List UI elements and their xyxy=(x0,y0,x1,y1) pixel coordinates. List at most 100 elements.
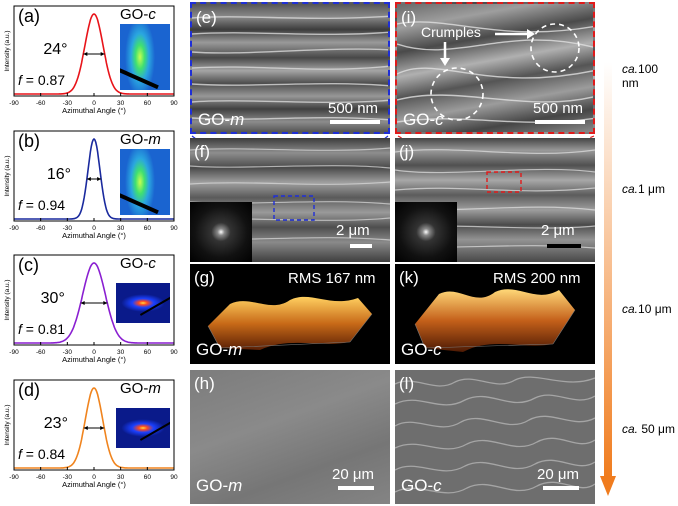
orientation-factor: f = 0.87 xyxy=(18,72,66,88)
sample-label-e: GO-m xyxy=(198,110,245,129)
x-tick-label: -60 xyxy=(36,349,46,356)
x-tick-label: 60 xyxy=(144,474,152,481)
x-tick-label: -30 xyxy=(63,474,73,481)
fwhm-arrowhead xyxy=(83,52,88,56)
scale-arrow xyxy=(600,62,616,496)
panel-label-e: (e) xyxy=(196,8,217,27)
x-tick-label: 90 xyxy=(170,474,178,481)
sample-label: GO-c xyxy=(120,6,156,23)
crumple-circle-1 xyxy=(430,67,484,121)
fwhm-angle: 16° xyxy=(46,166,72,183)
rms-k: RMS 200 nm xyxy=(493,270,581,287)
fwhm-arrowhead xyxy=(103,301,108,305)
rms-g: RMS 167 nm xyxy=(288,270,376,287)
fwhm-angle: 30° xyxy=(40,290,65,307)
x-tick-label: -90 xyxy=(9,225,19,232)
fft-inset-j xyxy=(395,202,457,262)
x-tick-label: 0 xyxy=(92,474,96,481)
fft-inset-f xyxy=(190,202,252,262)
xrd-pattern-inset xyxy=(120,24,170,90)
fwhm-arrowhead xyxy=(80,301,85,305)
xrd-pattern-inset xyxy=(116,283,170,323)
x-tick-label: 0 xyxy=(92,225,96,232)
scale-level-4: ca. 50 μm xyxy=(622,422,675,436)
orientation-factor: f = 0.84 xyxy=(18,446,66,462)
panel-label: (c) xyxy=(18,255,39,275)
crumples-annotation: Crumples xyxy=(421,24,481,40)
panel-label-j: (j) xyxy=(399,142,415,161)
x-axis-label: Azimuthal Angle (°) xyxy=(62,355,126,364)
x-tick-label: -60 xyxy=(36,474,46,481)
x-tick-label: -60 xyxy=(36,100,46,107)
x-tick-label: 60 xyxy=(144,225,152,232)
y-axis-label: Intensity (a.u.) xyxy=(4,404,11,445)
fwhm-angle: 23° xyxy=(43,415,68,432)
afm-image-g: (g) RMS 167 nm GO-m xyxy=(190,264,390,364)
x-tick-label: -60 xyxy=(36,225,46,232)
sample-label: GO-m xyxy=(120,131,161,148)
scale-text-h: 20 μm xyxy=(332,466,374,483)
x-tick-label: -90 xyxy=(9,474,19,481)
xrd-pattern-inset xyxy=(116,408,170,448)
scale-level-2: ca.1 μm xyxy=(622,182,665,196)
sem-texture-e xyxy=(192,15,388,121)
scale-level-3: ca.10 μm xyxy=(622,302,672,316)
x-tick-label: 0 xyxy=(92,349,96,356)
scale-text-i: 500 nm xyxy=(533,100,584,117)
crumple-circle-2 xyxy=(530,23,580,73)
sample-label-g: GO-m xyxy=(196,340,243,359)
x-tick-label: 60 xyxy=(144,100,152,107)
orientation-factor: f = 0.81 xyxy=(18,321,66,337)
sem-image-e: (e) GO-m 500 nm xyxy=(190,2,390,134)
scale-bar-e xyxy=(330,120,380,124)
x-tick-label: 60 xyxy=(144,349,152,356)
afm-surface-k xyxy=(414,289,576,352)
sample-label: GO-c xyxy=(120,255,156,272)
sample-label: GO-m xyxy=(120,380,161,397)
scale-bar-l xyxy=(543,486,579,490)
x-tick-label: -30 xyxy=(63,100,73,107)
fwhm-angle: 24° xyxy=(43,41,68,58)
zoom-box-f xyxy=(273,195,315,221)
scale-text-f: 2 μm xyxy=(336,222,370,239)
x-tick-label: -90 xyxy=(9,349,19,356)
sample-label-i: GO-c xyxy=(403,110,444,129)
afm-surface-g xyxy=(207,296,373,350)
x-tick-label: -30 xyxy=(63,225,73,232)
sem-image-h: (h) GO-m 20 μm xyxy=(190,370,390,504)
panel-label: (d) xyxy=(18,380,40,400)
panel-label-k: (k) xyxy=(399,268,419,287)
x-tick-label: 30 xyxy=(117,474,125,481)
x-tick-label: 30 xyxy=(117,349,125,356)
sample-label-k: GO-c xyxy=(401,340,442,359)
scale-bar-i xyxy=(535,120,585,124)
orientation-factor: f = 0.94 xyxy=(18,197,66,213)
scale-bar-j xyxy=(547,244,581,248)
panel-label-g: (g) xyxy=(194,268,215,287)
scale-text-l: 20 μm xyxy=(537,466,579,483)
y-axis-label: Intensity (a.u.) xyxy=(4,279,11,320)
scale-bar-h xyxy=(338,486,374,490)
scale-text-j: 2 μm xyxy=(541,222,575,239)
x-tick-label: 90 xyxy=(170,225,178,232)
sample-label-h: GO-m xyxy=(196,476,243,495)
x-axis-label: Azimuthal Angle (°) xyxy=(62,106,126,115)
azimuthal-plot-a: -90 -60 -30 0 30 60 90 Azimuthal Angle (°) Inten… xyxy=(0,2,182,122)
xrd-pattern-inset xyxy=(120,149,170,215)
x-tick-label: 0 xyxy=(92,100,96,107)
sem-image-f: (f) 2 μm xyxy=(190,138,390,262)
x-axis-label: Azimuthal Angle (°) xyxy=(62,480,126,489)
x-axis-label: Azimuthal Angle (°) xyxy=(62,231,126,240)
scale-bar-f xyxy=(350,244,372,248)
sem-image-j: (j) 2 μm xyxy=(395,138,595,262)
sem-image-l: (l) GO-c 20 μm xyxy=(395,370,595,504)
sem-texture-l xyxy=(395,376,595,494)
panel-label: (a) xyxy=(18,6,40,26)
sample-label-l: GO-c xyxy=(401,476,442,495)
x-tick-label: 90 xyxy=(170,100,178,107)
scale-text-e: 500 nm xyxy=(328,100,379,117)
azimuthal-plot-c: -90 -60 -30 0 30 60 90 Azimuthal Angle (°) Inten… xyxy=(0,251,182,371)
y-axis-label: Intensity (a.u.) xyxy=(4,30,11,71)
panel-label-i: (i) xyxy=(401,8,417,27)
fwhm-arrowhead xyxy=(86,177,91,181)
